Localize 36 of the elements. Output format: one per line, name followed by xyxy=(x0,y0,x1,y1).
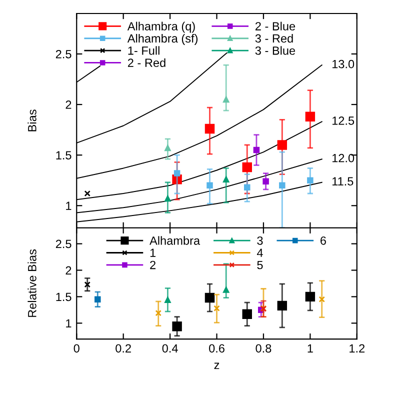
y-tick-label: 1.5 xyxy=(56,292,72,302)
legend-label: 6 xyxy=(320,236,326,245)
legend-label: Alhambra (q) xyxy=(127,22,195,33)
y-tick-label: 1.5 xyxy=(56,151,72,160)
y-axis-title: Relative Bias xyxy=(28,249,36,317)
x-tick-label: 0.6 xyxy=(209,344,224,353)
y-tick-label: 2 xyxy=(66,100,72,109)
legend-label: Alhambra (sf) xyxy=(127,34,198,45)
x-tick-label: 0 xyxy=(74,344,80,353)
x-tick-label: 0.4 xyxy=(162,344,178,353)
series-label: 13.0 xyxy=(332,60,354,68)
series-label: 11.5 xyxy=(332,177,354,186)
x-tick-label: 1 xyxy=(308,344,313,352)
y-tick-label: 1 xyxy=(66,319,72,328)
legend-label: 5 xyxy=(257,260,263,270)
y-tick-label: 2 xyxy=(66,266,72,274)
y-tick-label: 1 xyxy=(66,202,72,210)
series-label: 12.0 xyxy=(332,154,354,162)
y-tick-label: 2.5 xyxy=(56,50,72,58)
series-label: 12.5 xyxy=(332,116,354,125)
x-tick-label: 0.8 xyxy=(256,344,272,353)
legend-label: 4 xyxy=(256,248,263,257)
legend-label: 1- Full xyxy=(128,46,160,55)
y-tick-label: 2.5 xyxy=(56,240,72,248)
legend-label: 2 - Red xyxy=(128,58,166,67)
legend-label: 2 xyxy=(150,260,156,270)
x-tick-label: 1.2 xyxy=(350,344,365,352)
x-axis-title: z xyxy=(214,362,220,370)
legend-label: 3 - Red xyxy=(255,34,293,43)
legend-label: Alhambra xyxy=(150,236,200,245)
legend-label: 3 - Blue xyxy=(255,46,296,55)
x-tick-label: 0.2 xyxy=(116,344,131,353)
y-axis-title: Bias xyxy=(28,110,36,132)
legend-label: 2 - Blue xyxy=(255,22,296,30)
legend-label: 1 xyxy=(150,248,156,257)
legend-label: 3 xyxy=(257,236,263,245)
